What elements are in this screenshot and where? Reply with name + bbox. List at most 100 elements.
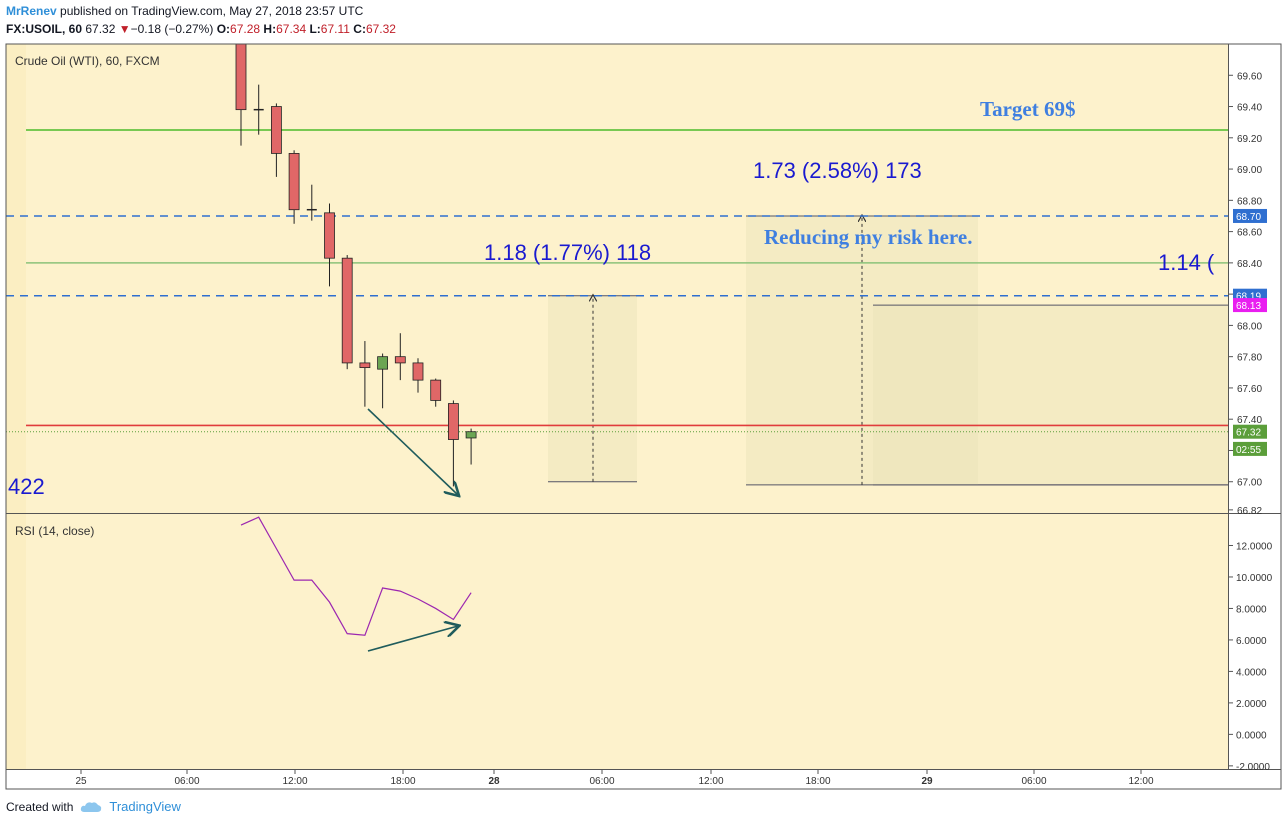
price-badge-label: 67.32: [1236, 428, 1261, 439]
time-tick-label: 12:00: [1128, 776, 1153, 787]
price-badge: [1233, 424, 1267, 439]
candles: [235, 43, 477, 487]
candle: [270, 103, 282, 177]
high-label: H:: [263, 22, 277, 36]
open-label: O:: [216, 22, 231, 36]
price-badge-label: 68.70: [1236, 212, 1261, 223]
price-badge: [1233, 441, 1267, 456]
rsi-tick-label: 8.0000: [1236, 604, 1267, 615]
price-tick-label: 67.80: [1237, 353, 1262, 364]
rsi-trend-arrow: [367, 626, 458, 652]
published-text: published on TradingView.com, May 27, 20…: [60, 4, 364, 18]
high-value: 67.34: [276, 22, 307, 36]
candle: [253, 84, 264, 135]
footer: Created with TradingView: [6, 799, 181, 814]
candle: [341, 255, 353, 370]
left-count: 422: [8, 474, 45, 499]
low-label: L:: [309, 22, 321, 36]
range-box: [873, 305, 1228, 485]
open-value: 67.28: [230, 22, 261, 36]
rsi-line-group: [240, 516, 472, 636]
left-strip: [6, 44, 26, 513]
rsi-tick-label: 0.0000: [1236, 730, 1267, 741]
range-2-label: 1.73 (2.58%) 173: [753, 158, 922, 183]
rsi-tick-label: 6.0000: [1236, 636, 1267, 647]
change-value: −0.18 (−0.27%): [130, 22, 214, 36]
price-badge-label: 68.19: [1236, 292, 1261, 303]
rsi-tick-label: 10.0000: [1236, 573, 1273, 584]
price-tick-label: 69.60: [1237, 71, 1262, 82]
rsi-title: RSI (14, close): [15, 524, 94, 538]
target-label: Target 69$: [980, 97, 1075, 121]
price-tick-label: 67.60: [1237, 384, 1262, 395]
price-badge-label: 68.13: [1236, 301, 1261, 312]
price-tick-label: 66.82: [1237, 506, 1262, 517]
candle: [306, 184, 317, 221]
price-tick-label: 69.40: [1237, 103, 1262, 114]
price-badge: [1233, 208, 1267, 223]
rsi-pane[interactable]: [6, 514, 1228, 769]
author-link[interactable]: MrRenev: [6, 4, 57, 18]
time-tick-label: 12:00: [698, 776, 723, 787]
rsi-axis-ticks: 12.0000 10.0000 8.0000 6.0000 4.0000 2.0000 0.…: [1228, 541, 1273, 773]
chart-title: Crude Oil (WTI), 60, FXCM: [15, 54, 160, 68]
price-badge-label: 02:55: [1236, 445, 1261, 456]
time-tick-label: 18:00: [805, 776, 830, 787]
candle: [377, 353, 389, 409]
price-tick-label: 68.40: [1237, 259, 1262, 270]
rsi-tick-label: 4.0000: [1236, 667, 1267, 678]
price-tick-label: 68.80: [1237, 196, 1262, 207]
publish-info: MrRenev published on TradingView.com, Ma…: [6, 4, 363, 18]
candle: [394, 333, 406, 381]
rsi-tick-label: 12.0000: [1236, 541, 1273, 552]
time-axis-ticks: 25 06:00 12:00 18:00 28 06:00 12:00 18:00 29 06:0…: [75, 769, 1154, 787]
time-tick-label: 29: [921, 776, 933, 787]
left-strip-rsi: [6, 514, 26, 769]
horizontal-lines: [6, 129, 1228, 433]
candle: [447, 400, 459, 487]
candle: [288, 150, 300, 224]
close-value: 67.32: [365, 22, 396, 36]
candle: [324, 203, 335, 287]
candle: [465, 428, 477, 465]
price-tick-label: 68.60: [1237, 228, 1262, 239]
price-tick-label: 67.00: [1237, 478, 1262, 489]
price-pane[interactable]: [6, 44, 1228, 513]
triangle-down-icon: ▼: [118, 22, 131, 36]
tradingview-cloud-icon: [81, 801, 102, 812]
risk-note: Reducing my risk here.: [764, 225, 972, 249]
range-boxes: [548, 216, 1228, 486]
time-scale[interactable]: [6, 769, 1281, 789]
time-tick-label: 18:00: [390, 776, 415, 787]
time-tick-label: 06:00: [589, 776, 614, 787]
range-1-label: 1.18 (1.77%) 118: [484, 240, 651, 265]
rsi-tick-label: -2.0000: [1236, 762, 1270, 773]
time-tick-label: 12:00: [282, 776, 307, 787]
candle: [430, 378, 442, 407]
time-tick-label: 06:00: [1021, 776, 1046, 787]
low-value: 67.11: [320, 22, 350, 36]
close-label: C:: [353, 22, 366, 36]
time-tick-label: 06:00: [174, 776, 199, 787]
candle: [412, 358, 424, 393]
price-tick-label: 68.00: [1237, 321, 1262, 332]
candle: [359, 341, 371, 407]
price-tick-label: 69.20: [1237, 134, 1262, 145]
ohlc-legend: FX:USOIL, 60 67.32 ▼−0.18 (−0.27%) O:67.…: [6, 22, 396, 36]
rsi-line: [240, 516, 472, 636]
rsi-tick-label: 2.0000: [1236, 699, 1267, 710]
price-tick-label: 69.00: [1237, 165, 1262, 176]
price-trend-arrow: [367, 408, 458, 495]
time-tick-label: 28: [488, 776, 500, 787]
tradingview-link[interactable]: TradingView: [109, 799, 181, 814]
last-price: 67.32: [85, 22, 116, 36]
price-tick-label: 67.40: [1237, 415, 1262, 426]
symbol-label: FX:USOIL, 60: [6, 22, 83, 36]
price-badge: [1233, 298, 1267, 313]
range-3-label: 1.14 (: [1158, 250, 1215, 275]
time-tick-label: 25: [75, 776, 87, 787]
created-with-text: Created with: [6, 799, 74, 814]
rsi-scale[interactable]: [1228, 514, 1281, 769]
